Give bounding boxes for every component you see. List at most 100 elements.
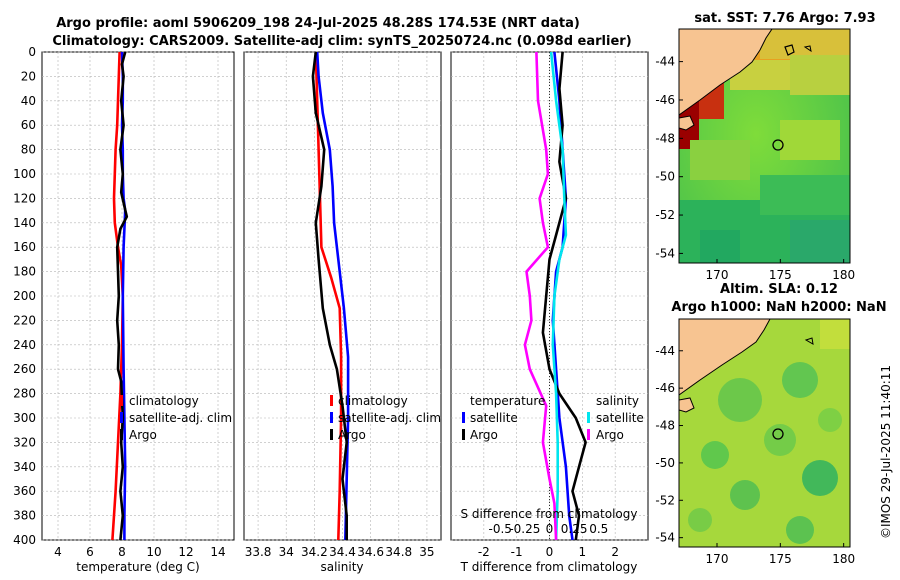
y-tick-label: 320 bbox=[13, 435, 36, 449]
x-tick-label: 2 bbox=[611, 545, 619, 559]
x2-tick-label: 0 bbox=[546, 522, 554, 536]
map-y-tick-label: -46 bbox=[655, 381, 675, 395]
y-tick-label: 360 bbox=[13, 484, 36, 498]
y-tick-label: 160 bbox=[13, 240, 36, 254]
legend-label-t-satellite: satellite bbox=[470, 411, 518, 425]
x-tick-label: 34 bbox=[279, 545, 294, 559]
map-y-tick-label: -44 bbox=[655, 55, 675, 69]
figure-title-line1: Argo profile: aoml 5906209_198 24-Jul-20… bbox=[56, 16, 580, 31]
series-line-climatology bbox=[314, 51, 343, 541]
x-tick-label: 34.2 bbox=[301, 545, 328, 559]
imos-watermark: ©IMOS 29-Jul-2025 11:40:11 bbox=[879, 365, 893, 539]
x2-tick-label: 0.25 bbox=[561, 522, 588, 536]
legend-swatch-argo bbox=[120, 429, 123, 440]
temperature-panel: 0 20 40 60 80 100 120 140 160 180 200 220 240 260 280 3… bbox=[13, 45, 235, 574]
legend-swatch-s-argo bbox=[587, 429, 590, 440]
sla-map-title-line1: Altim. SLA: 0.12 bbox=[720, 282, 838, 297]
legend-swatch-climatology bbox=[330, 395, 333, 406]
legend-label-argo: Argo bbox=[338, 428, 366, 442]
legend-swatch-satellite bbox=[330, 412, 333, 423]
y-tick-label: 120 bbox=[13, 191, 36, 205]
salinity-legend: climatology satellite-adj. clim Argo bbox=[330, 394, 441, 442]
legend-label-argo: Argo bbox=[129, 428, 157, 442]
map-x-tick-label: 170 bbox=[706, 552, 729, 566]
y-tick-label: 200 bbox=[13, 289, 36, 303]
legend-label-satellite: satellite-adj. clim bbox=[338, 411, 441, 425]
figure-title-line2: Climatology: CARS2009. Satellite-adj cli… bbox=[52, 34, 631, 49]
x-tick-label: 12 bbox=[178, 545, 193, 559]
series-line-argo bbox=[115, 51, 129, 541]
x-tick-label: 8 bbox=[118, 545, 126, 559]
legend-swatch-s-satellite bbox=[587, 412, 590, 423]
y-tick-label: 20 bbox=[21, 69, 36, 83]
legend-swatch-t-argo bbox=[462, 429, 465, 440]
x-tick-label: 35 bbox=[419, 545, 434, 559]
y-tick-label: 400 bbox=[13, 533, 36, 547]
legend-label-s-argo: Argo bbox=[596, 428, 624, 442]
series-line-argo bbox=[311, 51, 349, 540]
sla-map-title-line2: Argo h1000: NaN h2000: NaN bbox=[671, 300, 886, 315]
legend-label-satellite: satellite-adj. clim bbox=[129, 411, 232, 425]
legend-swatch-climatology bbox=[120, 395, 123, 406]
x-tick-label: 34.8 bbox=[385, 545, 412, 559]
sst-map-title: sat. SST: 7.76 Argo: 7.93 bbox=[694, 11, 875, 26]
map-y-tick-label: -54 bbox=[655, 246, 675, 260]
series-line-satellite-adj-clim bbox=[315, 51, 350, 541]
y-tick-label: 60 bbox=[21, 118, 36, 132]
x-tick-label: -2 bbox=[478, 545, 490, 559]
x-tick-label: 34.4 bbox=[329, 545, 356, 559]
salinity-xlabel: salinity bbox=[320, 560, 363, 574]
legend-label-climatology: climatology bbox=[338, 394, 408, 408]
map-y-tick-label: -54 bbox=[655, 531, 675, 545]
legend-label-climatology: climatology bbox=[129, 394, 199, 408]
map-y-tick-label: -52 bbox=[655, 493, 675, 507]
x2-tick-label: -0.25 bbox=[509, 522, 540, 536]
y-tick-label: 140 bbox=[13, 216, 36, 230]
y-tick-label: 300 bbox=[13, 411, 36, 425]
map-y-tick-label: -48 bbox=[655, 419, 675, 433]
y-tick-label: 280 bbox=[13, 387, 36, 401]
map-y-tick-label: -50 bbox=[655, 456, 675, 470]
y-tick-label: 180 bbox=[13, 265, 36, 279]
legend-title-salinity: salinity bbox=[596, 394, 639, 408]
map-y-tick-label: -44 bbox=[655, 344, 675, 358]
y-tick-label: 40 bbox=[21, 94, 36, 108]
series-line-s-argo bbox=[523, 51, 558, 541]
difference-panel: -2 -1 0 1 2 -0.5-0.25 0 0.25 0.5 temperature sat… bbox=[450, 51, 649, 574]
map-y-tick-label: -46 bbox=[655, 93, 675, 107]
temperature-legend: climatology satellite-adj. clim Argo bbox=[120, 394, 232, 442]
map-x-tick-label: 175 bbox=[769, 552, 792, 566]
x-tick-label: 14 bbox=[210, 545, 225, 559]
x2-tick-label: 0.5 bbox=[589, 522, 608, 536]
series-line-t-argo bbox=[541, 51, 587, 541]
y-tick-label: 380 bbox=[13, 509, 36, 523]
sla-map-panel: Altim. SLA: 0.12 Argo h1000: NaN h2000: … bbox=[655, 282, 886, 566]
y-tick-label: 0 bbox=[28, 45, 36, 59]
difference-legend: temperature satellite Argo salinity sate… bbox=[462, 394, 644, 442]
x-tick-label: 0 bbox=[546, 545, 554, 559]
x-tick-label: 10 bbox=[146, 545, 161, 559]
map-y-tick-label: -50 bbox=[655, 170, 675, 184]
legend-label-t-argo: Argo bbox=[470, 428, 498, 442]
legend-label-s-satellite: satellite bbox=[596, 411, 644, 425]
temperature-xlabel: temperature (deg C) bbox=[76, 560, 199, 574]
y-tick-label: 260 bbox=[13, 362, 36, 376]
argo-location-marker bbox=[772, 139, 784, 151]
argo-location-marker bbox=[772, 428, 784, 440]
sla-map-image bbox=[679, 319, 850, 547]
y-tick-label: 340 bbox=[13, 460, 36, 474]
legend-swatch-satellite bbox=[120, 412, 123, 423]
s-difference-label: S difference from climatology bbox=[461, 507, 638, 521]
x-tick-label: 34.6 bbox=[357, 545, 384, 559]
series-line-s-satellite bbox=[549, 51, 568, 541]
legend-swatch-argo bbox=[330, 429, 333, 440]
sst-map-panel: sat. SST: 7.76 Argo: 7.93 bbox=[655, 11, 875, 282]
map-x-tick-label: 170 bbox=[706, 268, 729, 282]
map-x-tick-label: 180 bbox=[832, 268, 855, 282]
map-y-tick-label: -48 bbox=[655, 131, 675, 145]
legend-swatch-t-satellite bbox=[462, 412, 465, 423]
sst-map-image bbox=[679, 29, 850, 263]
series-line-climatology bbox=[111, 51, 125, 541]
map-x-tick-label: 180 bbox=[832, 552, 855, 566]
